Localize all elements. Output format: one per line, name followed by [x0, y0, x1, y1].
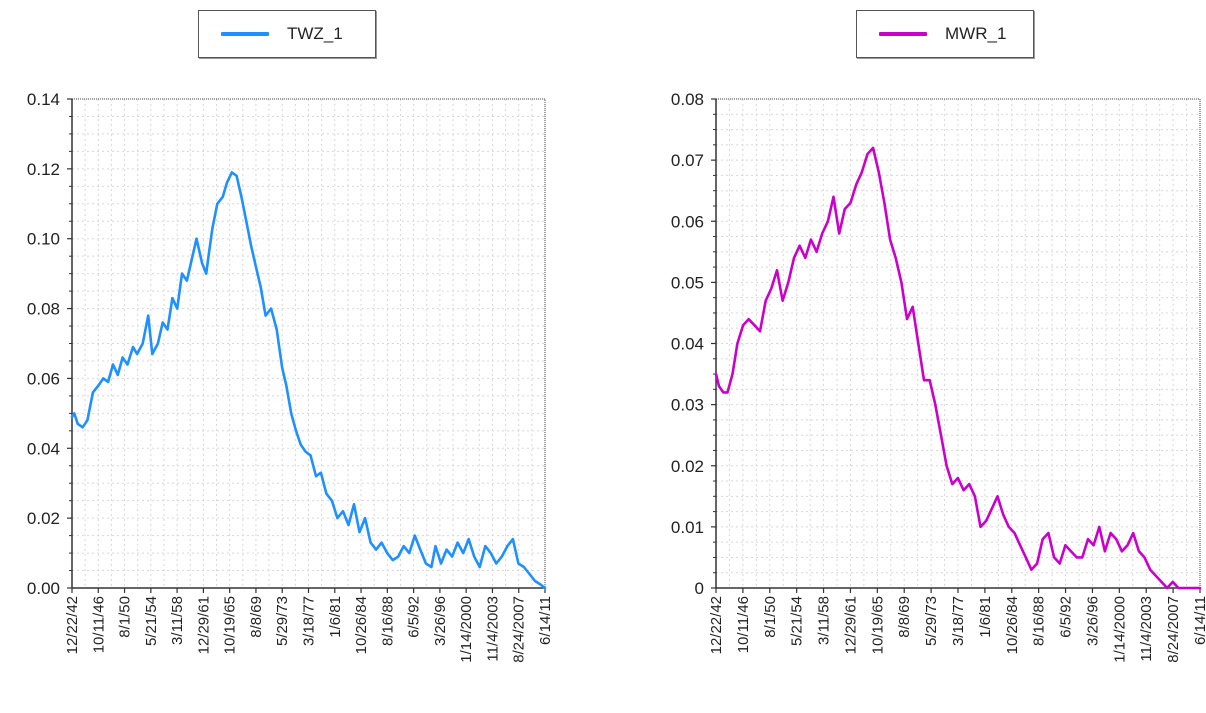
x-tick-label: 3/26/96	[432, 596, 449, 646]
x-tick-label: 10/11/46	[90, 596, 107, 653]
x-tick-label: 5/29/73	[274, 596, 291, 646]
x-tick-label: 3/26/96	[1084, 596, 1101, 646]
series-line-twz	[70, 171, 547, 590]
y-tick-label: 0.12	[27, 160, 60, 179]
y-tick-label: 0.04	[671, 335, 704, 354]
y-tick-label: 0.02	[27, 509, 60, 528]
x-tick-label: 10/19/65	[869, 596, 886, 654]
x-tick-label: 11/4/2003	[484, 596, 501, 662]
x-tick-label: 6/5/92	[1058, 596, 1075, 638]
chart-mwr: 0 0.01 0.02 0.03 0.04 0.05 0.06 0.07 0.08 12/22/4…	[671, 90, 1206, 663]
x-tick-label: 8/24/2007	[1165, 596, 1182, 663]
chart-twz: 0.00 0.02 0.04 0.06 0.08 0.10 0.12 0.14 12/22/42…	[27, 90, 554, 663]
x-tick-label: 8/1/50	[117, 596, 134, 638]
x-tick-label: 5/21/54	[143, 596, 160, 646]
x-tick-label: 8/1/50	[762, 596, 779, 638]
y-tick-label: 0.08	[27, 300, 60, 319]
x-tick-label: 10/26/84	[353, 596, 370, 654]
x-tick-label: 10/11/46	[735, 596, 752, 653]
x-tick-label: 1/14/2000	[458, 596, 475, 663]
y-tick-label: 0.07	[671, 151, 704, 170]
x-tick-label: 12/29/61	[842, 596, 859, 654]
x-tick-label: 1/6/81	[977, 596, 994, 638]
x-tick-label: 10/19/65	[222, 596, 239, 654]
y-tick-label: 0.02	[671, 457, 704, 476]
chart-panel-mwr: MWR_1 0 0.01 0.02 0.03 0.04 0.05 0.06 0.07 0.08 1…	[600, 0, 1206, 713]
x-tick-label: 11/4/2003	[1138, 596, 1155, 662]
x-tick-label: 1/6/81	[327, 596, 344, 638]
y-tick-label: 0	[695, 579, 704, 598]
legend-swatch-twz	[221, 32, 269, 36]
chart-panel-twz: TWZ_1 0.00 0.02 0.04 0.06 0.08 0.10 0.12 0.14 12…	[0, 0, 600, 713]
x-tick-label: 5/29/73	[923, 596, 940, 646]
y-tick-label: 0.06	[671, 212, 704, 231]
x-tick-label: 5/21/54	[789, 596, 806, 646]
x-tick-label: 1/14/2000	[1111, 596, 1128, 663]
y-tick-label: 0.06	[27, 369, 60, 388]
y-tick-label: 0.01	[671, 518, 704, 537]
x-tick-label: 8/16/88	[1031, 596, 1048, 646]
legend-mwr: MWR_1	[856, 10, 1034, 58]
y-tick-label: 0.05	[671, 273, 704, 292]
y-tick-label: 0.10	[27, 230, 60, 249]
series-line-mwr	[714, 146, 1202, 590]
x-tick-label: 3/11/58	[816, 596, 833, 645]
x-tick-label: 3/11/58	[169, 596, 186, 645]
x-tick-label: 8/24/2007	[511, 596, 528, 663]
y-tick-label: 0.04	[27, 439, 60, 458]
x-tick-label: 12/22/42	[708, 596, 725, 654]
x-tick-label: 3/18/77	[301, 596, 318, 646]
x-tick-label: 12/29/61	[195, 596, 212, 654]
y-tick-label: 0.03	[671, 396, 704, 415]
x-tick-label: 10/26/84	[1004, 596, 1021, 654]
y-tick-label: 0.08	[671, 90, 704, 109]
x-tick-label: 3/18/77	[950, 596, 967, 646]
x-tick-label: 8/8/69	[248, 596, 265, 638]
x-tick-label: 8/16/88	[379, 596, 396, 646]
y-tick-label: 0.14	[27, 90, 60, 109]
x-tick-label: 12/22/42	[64, 596, 81, 654]
x-tick-label: 6/14/11	[537, 596, 554, 645]
x-tick-label: 6/5/92	[406, 596, 423, 638]
y-tick-label: 0.00	[27, 579, 60, 598]
legend-label-twz: TWZ_1	[287, 24, 343, 43]
legend-twz: TWZ_1	[198, 10, 376, 58]
legend-label-mwr: MWR_1	[945, 24, 1007, 43]
x-tick-label: 8/8/69	[896, 596, 913, 638]
legend-swatch-mwr	[879, 32, 927, 36]
x-tick-label: 6/14/11	[1192, 596, 1206, 645]
